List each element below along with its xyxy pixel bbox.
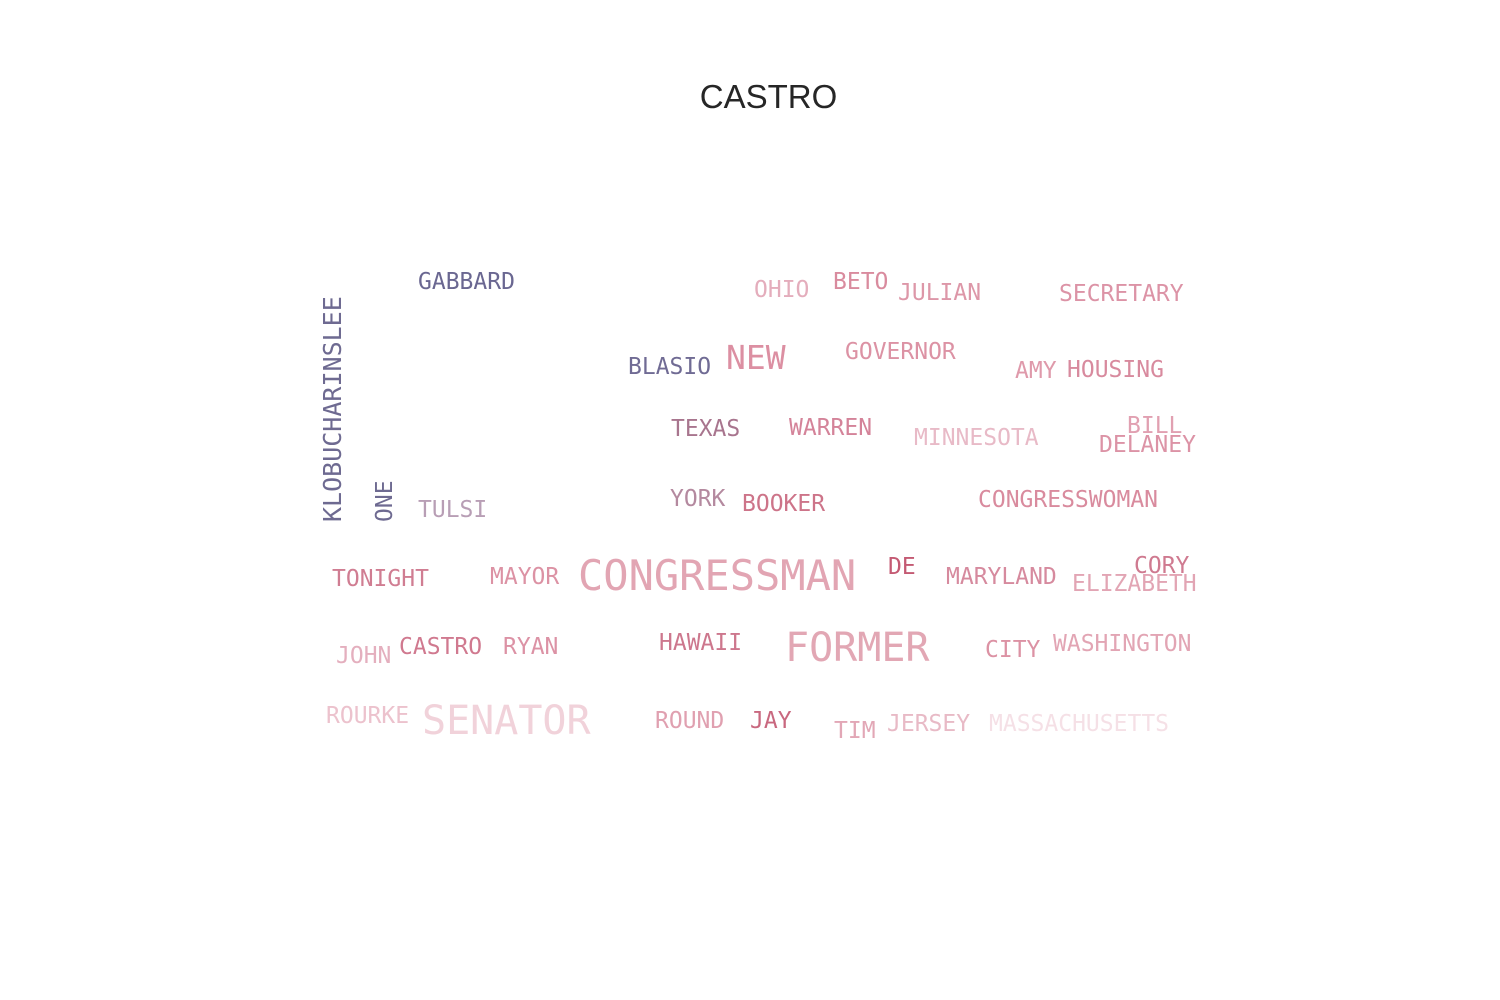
word-jay: JAY [750,708,792,734]
word-delaney: DELANEY [1099,432,1196,458]
word-tim: TIM [834,718,876,744]
word-mayor: MAYOR [490,564,559,590]
word-gabbard: GABBARD [418,269,515,295]
word-warren: WARREN [789,415,872,441]
word-york: YORK [670,486,726,512]
word-washington: WASHINGTON [1053,631,1191,657]
word-ryan: RYAN [503,634,558,660]
word-julian: JULIAN [898,280,981,306]
word-blasio: BLASIO [628,354,711,380]
word-new: NEW [726,338,786,377]
word-senator: SENATOR [422,698,591,744]
word-hawaii: HAWAII [659,630,742,656]
word-de: DE [888,554,916,580]
word-amy: AMY [1015,358,1057,384]
word-congressman: CONGRESSMAN [578,551,856,600]
word-governor: GOVERNOR [845,339,956,365]
word-texas: TEXAS [671,416,740,442]
word-maryland: MARYLAND [946,564,1057,590]
word-jersey: JERSEY [887,711,970,737]
word-minnesota: MINNESOTA [914,425,1039,451]
chart-title: CASTRO [699,78,838,115]
word-secretary: SECRETARY [1059,281,1184,307]
word-tonight: TONIGHT [332,566,429,592]
word-one: ONE [372,480,398,522]
word-beto: BETO [833,269,888,295]
word-housing: HOUSING [1067,357,1164,383]
word-ohio: OHIO [754,277,809,303]
word-booker: BOOKER [742,491,825,517]
word-city: CITY [985,637,1041,663]
word-round: ROUND [655,708,724,734]
word-john: JOHN [336,643,391,669]
word-congresswoman: CONGRESSWOMAN [978,487,1158,513]
word-cory: CORY [1134,553,1190,579]
word-bill: BILL [1127,413,1182,439]
word-castro: CASTRO [399,634,482,660]
word-massachusetts: MASSACHUSETTS [989,711,1169,737]
word-former: FORMER [785,625,930,671]
word-klobucharinslee: KLOBUCHARINSLEE [318,296,347,522]
word-tulsi: TULSI [418,497,487,523]
word-elizabeth: ELIZABETH [1072,571,1197,597]
word-rourke: ROURKE [326,703,409,729]
